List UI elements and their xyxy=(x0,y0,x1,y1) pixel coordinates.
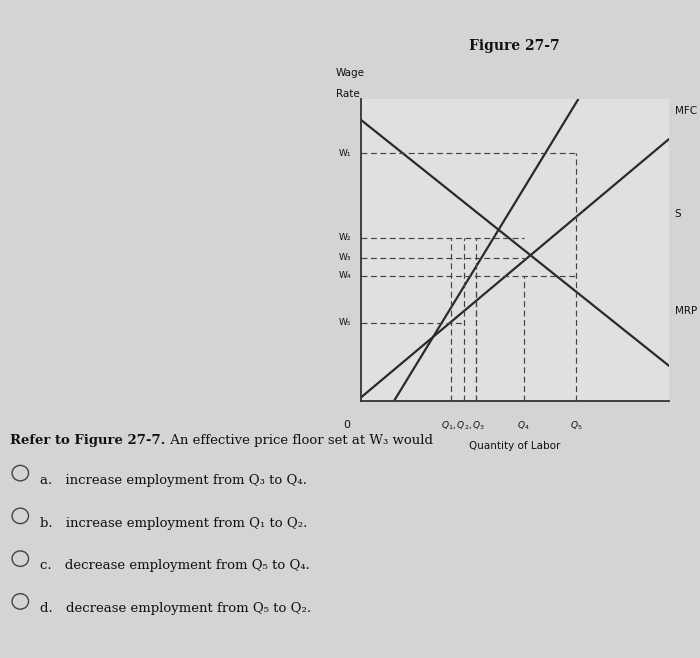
Text: W₁: W₁ xyxy=(339,149,351,158)
Text: W₄: W₄ xyxy=(339,271,351,280)
Text: Figure 27-7: Figure 27-7 xyxy=(469,39,560,53)
Text: An effective price floor set at W₃ would: An effective price floor set at W₃ would xyxy=(166,434,433,447)
Text: $Q_1,Q_2,Q_3$: $Q_1,Q_2,Q_3$ xyxy=(442,420,486,432)
Text: 0: 0 xyxy=(343,420,350,430)
Text: W₃: W₃ xyxy=(339,253,351,262)
Text: Refer to Figure 27-7.: Refer to Figure 27-7. xyxy=(10,434,166,447)
Text: Wage: Wage xyxy=(336,68,365,78)
Text: Rate: Rate xyxy=(336,89,360,99)
Text: a. increase employment from Q₃ to Q₄.: a. increase employment from Q₃ to Q₄. xyxy=(40,474,307,487)
Text: S: S xyxy=(675,209,681,218)
Text: $Q_4$: $Q_4$ xyxy=(517,420,530,432)
Text: MRP: MRP xyxy=(675,305,697,316)
Text: $Q_5$: $Q_5$ xyxy=(570,420,582,432)
Text: c. decrease employment from Q₅ to Q₄.: c. decrease employment from Q₅ to Q₄. xyxy=(40,559,310,572)
Text: MFC: MFC xyxy=(675,106,696,116)
Text: W₅: W₅ xyxy=(339,318,351,327)
Text: d. decrease employment from Q₅ to Q₂.: d. decrease employment from Q₅ to Q₂. xyxy=(40,602,311,615)
Text: Quantity of Labor: Quantity of Labor xyxy=(469,441,560,451)
Text: W₂: W₂ xyxy=(339,234,351,242)
Text: b. increase employment from Q₁ to Q₂.: b. increase employment from Q₁ to Q₂. xyxy=(40,517,307,530)
